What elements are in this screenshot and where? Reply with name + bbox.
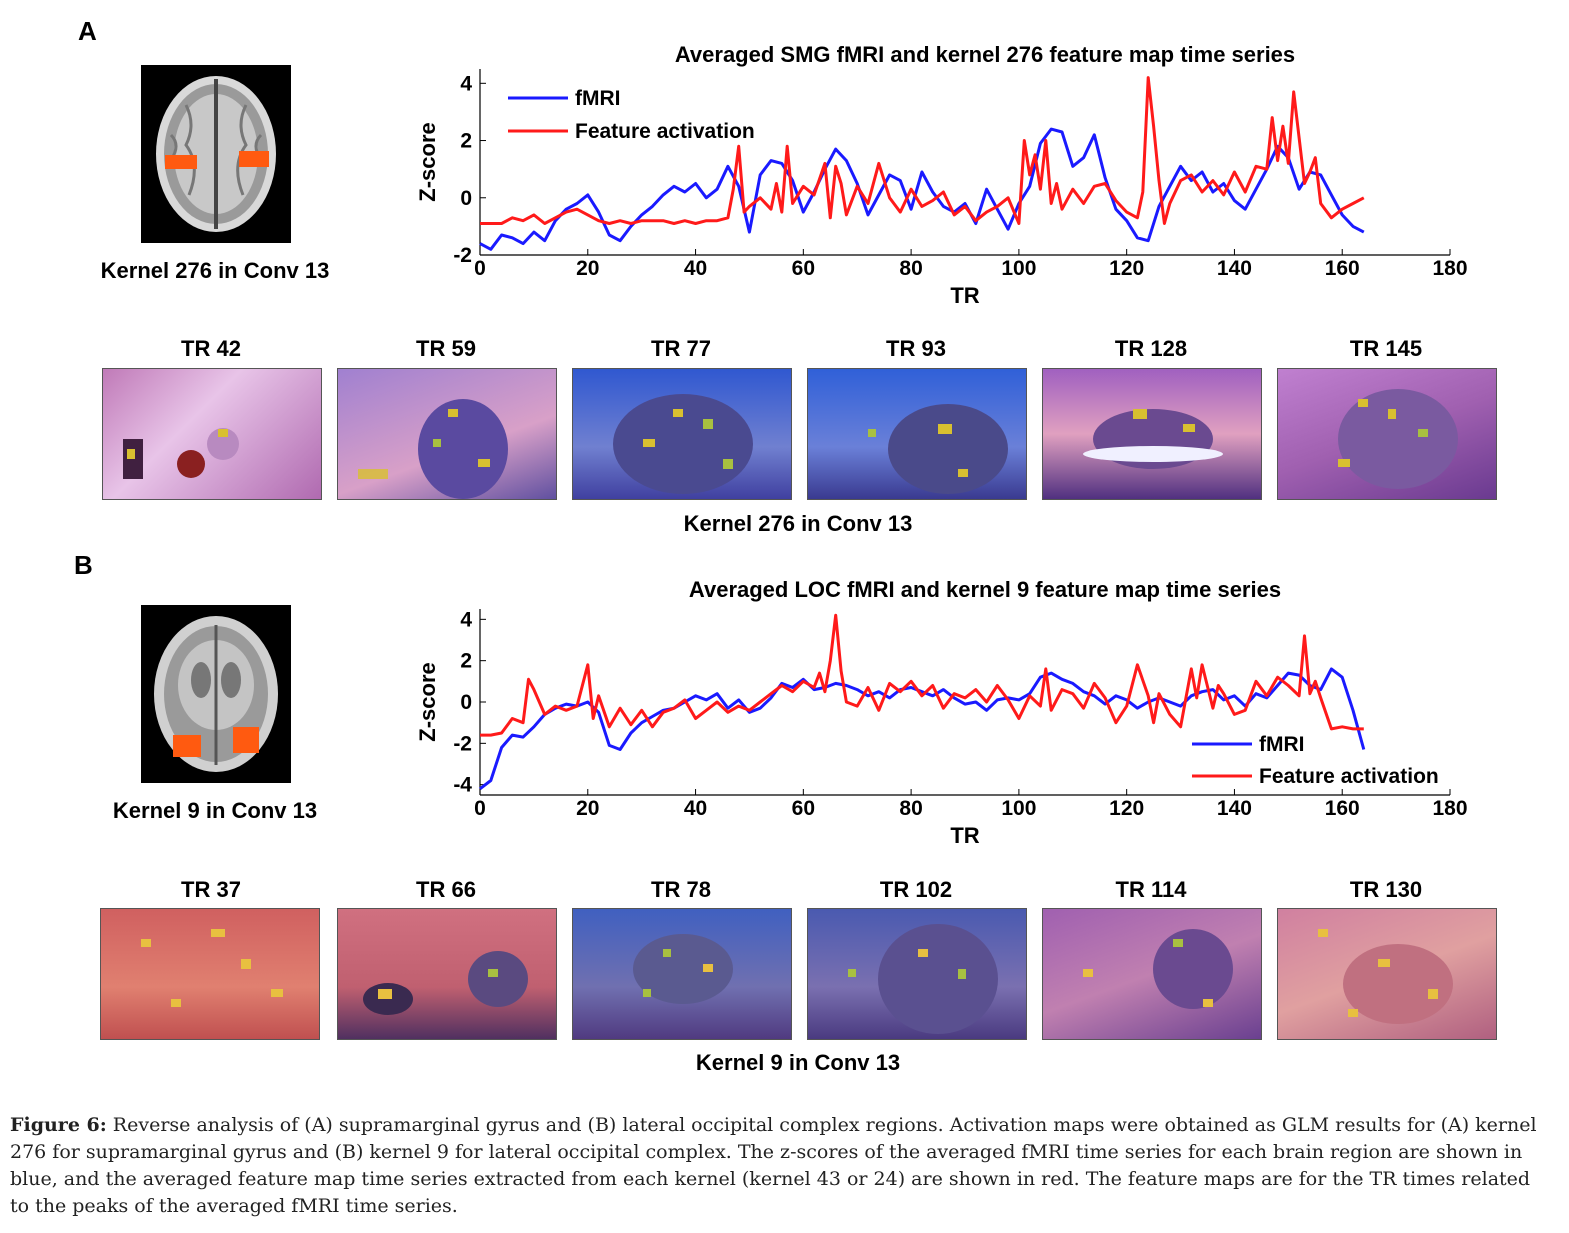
y-tick-label: -2 [453,244,472,267]
x-axis-label: TR [950,283,979,308]
feature-map-image [100,908,320,1040]
feature-map-image [807,908,1027,1040]
chart-title-a: Averaged SMG fMRI and kernel 276 feature… [674,42,1296,67]
feature-map-image [1277,368,1497,500]
x-tick-label: 60 [792,257,815,280]
x-tick-label: 120 [1109,257,1144,280]
x-tick-label: 100 [1001,257,1036,280]
frame-label: TR 77 [651,336,711,361]
y-tick-label: 2 [460,650,472,673]
series-line-feature-activation [480,613,1364,737]
y-axis-label: Z-score [415,662,440,741]
x-axis-label: TR [950,823,979,848]
feature-map-image [102,368,322,500]
brain-caption-a: Kernel 276 in Conv 13 [100,258,330,283]
panel-letter-a: A [78,16,97,46]
frame-label: TR 93 [886,336,946,361]
frame-label: TR 114 [1115,877,1187,902]
feature-map-image [572,368,792,500]
y-tick-label: 4 [460,72,472,95]
brain-caption-b: Kernel 9 in Conv 13 [112,798,318,823]
series-line-fmri [479,667,1366,790]
x-tick-label: 140 [1217,797,1252,820]
y-tick-label: 2 [460,130,472,153]
x-tick-label: 0 [474,797,486,820]
feature-map-image [1277,908,1497,1040]
frames-caption-a: Kernel 276 in Conv 13 [683,511,913,536]
x-tick-label: 40 [684,257,707,280]
y-tick-label: -4 [453,774,472,797]
x-tick-label: 80 [899,797,922,820]
brain-slice-image-b [141,605,291,783]
frame-label: TR 66 [416,877,476,902]
chart-title-b: Averaged LOC fMRI and kernel 9 feature m… [688,577,1282,602]
feature-map-image [807,368,1027,500]
y-tick-label: 0 [460,187,472,210]
brain-slice-a-graphic [141,65,291,243]
y-tick-label: -2 [453,732,472,755]
frame-label: TR 59 [416,336,476,361]
frame-label: TR 78 [651,877,711,902]
x-tick-label: 0 [474,257,486,280]
frame-label: TR 37 [181,877,241,902]
line-chart-a: 0 20 40 60 80 100 120 140 160 180-2024TRZ-scorefM… [415,69,1468,308]
x-tick-label: 20 [576,797,599,820]
frame-label: TR 42 [181,336,241,361]
feature-map-image [572,908,792,1040]
frame-label: TR 128 [1114,336,1188,361]
figure-caption-label: Figure 6: [10,1114,107,1136]
y-axis-label: Z-score [415,122,440,201]
series-line-fmri [479,127,1365,251]
figure-caption-text: Reverse analysis of (A) supramarginal gy… [10,1114,1537,1217]
series-line-feature-activation [480,76,1365,225]
x-tick-label: 100 [1001,797,1036,820]
frame-label: TR 102 [879,877,953,902]
x-tick-label: 40 [684,797,707,820]
legend-label: fMRI [1259,733,1305,756]
feature-map-image [1042,368,1262,500]
x-tick-label: 20 [576,257,599,280]
x-tick-label: 180 [1432,797,1467,820]
x-tick-label: 80 [899,257,922,280]
x-tick-label: 140 [1217,257,1252,280]
y-tick-label: 4 [460,608,472,631]
brain-slice-b-graphic [141,605,291,783]
frames-caption-b: Kernel 9 in Conv 13 [695,1050,901,1075]
frames-row-b: TR 37 TR 66 TR 78 TR 102 TR 114 TR 130 [0,877,1569,1047]
x-tick-label: 120 [1109,797,1144,820]
x-tick-label: 160 [1325,797,1360,820]
feature-map-image [337,368,557,500]
x-tick-label: 60 [792,797,815,820]
brain-slice-image-a [141,65,291,243]
feature-map-image [337,908,557,1040]
y-tick-label: 0 [460,691,472,714]
frame-label: TR 130 [1349,877,1423,902]
legend-label: fMRI [575,87,621,110]
frame-label: TR 145 [1349,336,1423,361]
figure-caption: Figure 6: Reverse analysis of (A) supram… [10,1112,1550,1220]
line-chart-b: 0 20 40 60 80 100 120 140 160 180 -4 -2 0 2 4 TR Z-score… [415,608,1468,848]
panel-letter-b: B [74,550,93,580]
x-tick-label: 180 [1432,257,1467,280]
feature-map-image [1042,908,1262,1040]
frames-row-a: TR 42 TR 59 TR 77 TR 93 TR 128 TR 145 [0,336,1569,506]
x-tick-label: 160 [1325,257,1360,280]
legend-label: Feature activation [575,120,755,143]
legend-label: Feature activation [1259,765,1439,788]
